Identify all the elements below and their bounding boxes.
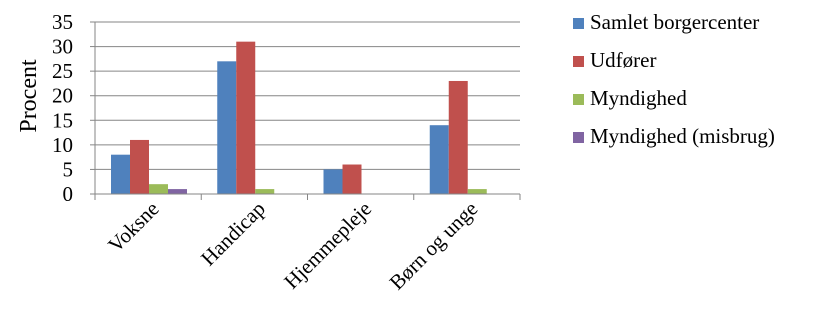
x-category-label: Hjemmepleje: [279, 197, 376, 294]
legend-swatch: [573, 56, 584, 67]
bar: [217, 61, 237, 194]
y-tick-label: 30: [52, 35, 73, 59]
y-tick-label: 5: [63, 157, 74, 181]
bars: [111, 41, 487, 195]
axes: [94, 22, 521, 200]
bar: [429, 125, 449, 194]
y-tick-label: 10: [52, 133, 73, 157]
legend-label: Myndighed (misbrug): [590, 124, 775, 148]
x-category-label: Voksne: [103, 197, 163, 257]
y-tick-label: 0: [63, 182, 74, 206]
legend-label: Samlet borgercenter: [590, 10, 759, 34]
legend-label: Udfører: [590, 48, 656, 72]
legend-swatch: [573, 132, 584, 143]
x-category-labels: Voksne Handicap Hjemmepleje Børn og unge: [103, 197, 482, 295]
x-category-label: Handicap: [196, 197, 270, 271]
bar: [149, 184, 168, 194]
bar: [111, 154, 130, 194]
gridlines: [90, 21, 520, 195]
y-tick-label: 15: [52, 108, 73, 132]
bar: [342, 164, 362, 194]
y-axis-label: Procent: [16, 59, 42, 133]
bar: [467, 189, 487, 194]
x-category-label: Børn og unge: [385, 197, 483, 295]
legend-swatch: [573, 94, 584, 105]
legend: Samlet borgercenter Udfører Myndighed Myndi…: [573, 10, 775, 148]
bar: [236, 41, 256, 195]
bar: [168, 189, 187, 194]
bar: [448, 80, 468, 194]
y-tick-label: 20: [52, 84, 73, 108]
legend-label: Myndighed: [590, 86, 687, 110]
y-tick-label: 25: [52, 59, 73, 83]
bar: [130, 139, 149, 194]
bar: [255, 189, 275, 194]
y-tick-label: 35: [52, 10, 73, 34]
bar: [323, 169, 343, 194]
legend-swatch: [573, 18, 584, 29]
